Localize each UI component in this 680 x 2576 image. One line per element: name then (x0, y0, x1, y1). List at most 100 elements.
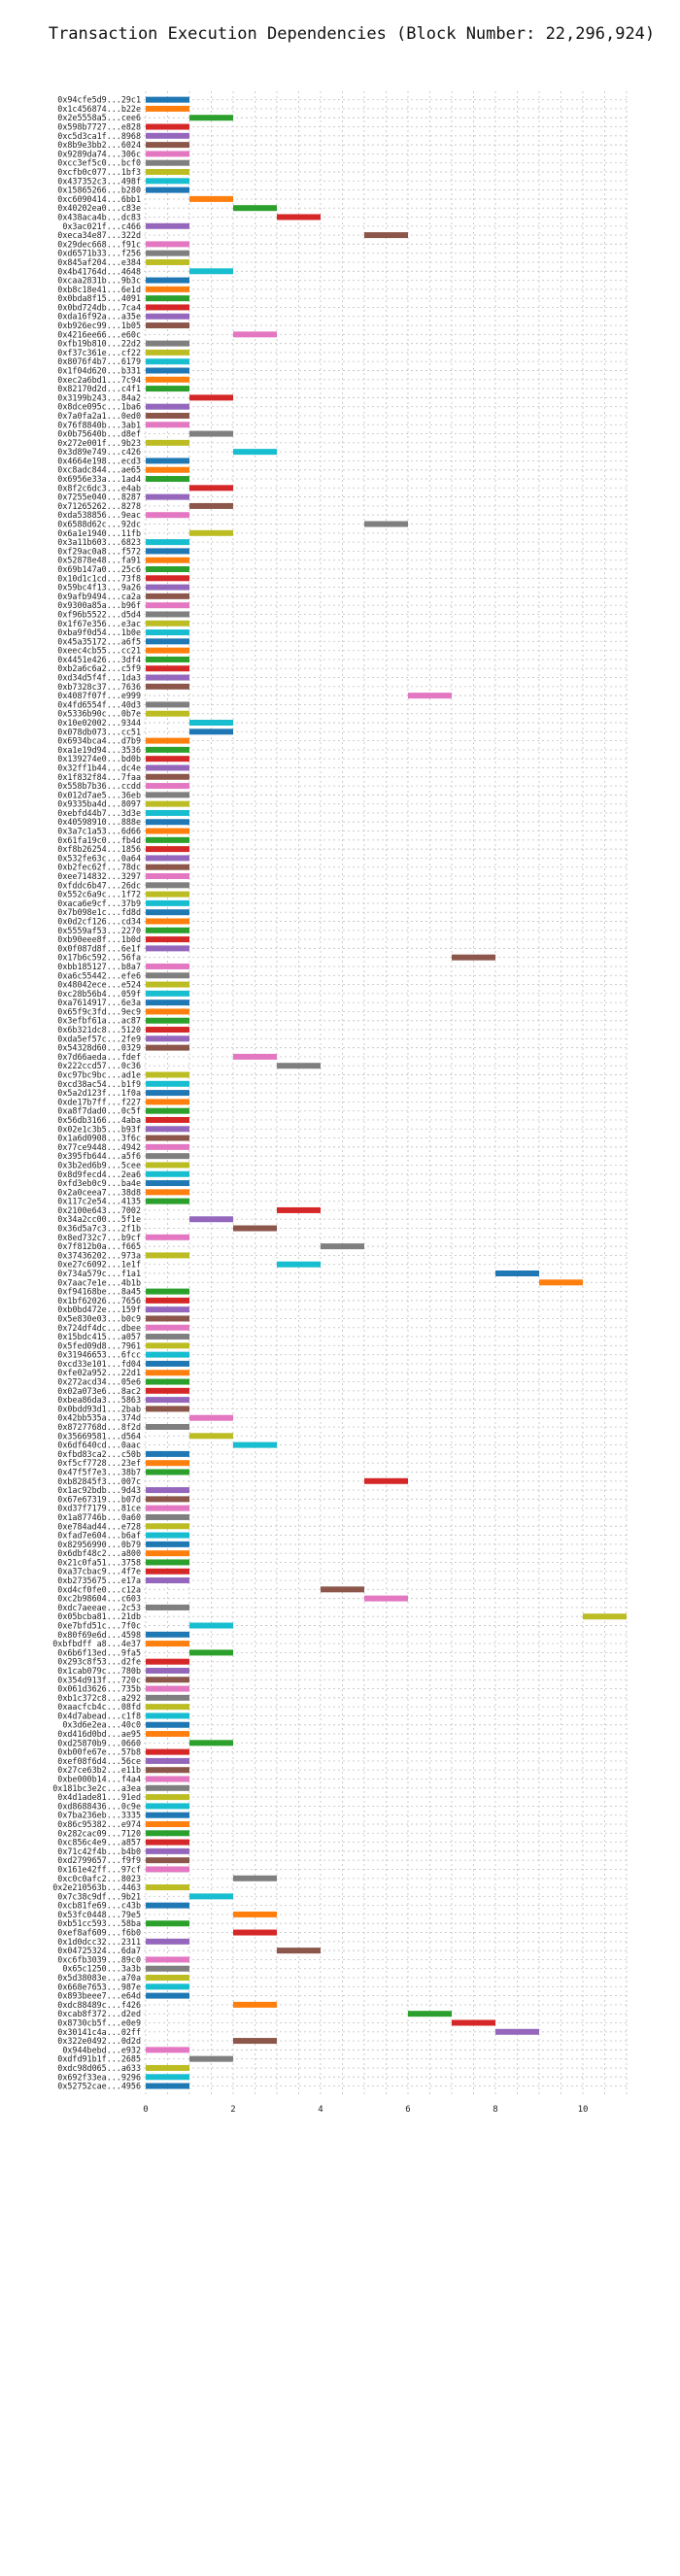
y-tick-label: 0x29dec668...f91c (57, 239, 141, 249)
y-tick-label: 0x59bc4f13...9a26 (57, 583, 141, 593)
y-tick-label: 0x7c38c9df...9b21 (57, 1891, 141, 1901)
y-tick-label: 0x558b7b36...ccdd (57, 781, 141, 791)
dependency-bar (233, 2001, 277, 2008)
y-tick-label: 0x6b6f13ed...9fa5 (57, 1647, 141, 1657)
y-tick-label: 0x532fe63c...0a64 (57, 853, 141, 863)
y-tick-label: 0xd25870b9...0660 (57, 1738, 141, 1747)
y-tick-label: 0xe784ad44...e728 (57, 1521, 141, 1531)
y-tick-label: 0x272e001f...9b23 (57, 438, 141, 448)
y-tick-label: 0x27ce63b2...e11b (57, 1765, 141, 1775)
y-tick-label: 0x0d2cf126...cd34 (57, 916, 141, 926)
y-tick-label: 0x117c2e54...4135 (57, 1197, 141, 1206)
y-tick-label: 0xa7614917...6e3a (57, 998, 141, 1007)
y-tick-label: 0x1a87746b...0a60 (57, 1512, 141, 1522)
dependency-bar (146, 178, 189, 185)
y-tick-label: 0x893beee7...e64d (57, 1991, 141, 2001)
y-tick-label: 0x8076f4b7...6179 (57, 356, 141, 366)
y-tick-label: 0x061d3626...735b (57, 1684, 141, 1694)
dependency-bar (146, 1523, 189, 1530)
dependency-bar (146, 584, 189, 591)
dependency-bar (146, 2074, 189, 2081)
y-tick-label: 0xd8688436...0c9e (57, 1801, 141, 1811)
y-tick-label: 0xef08f6d4...56ce (57, 1756, 141, 1766)
y-tick-label: 0x222ccd57...0c36 (57, 1061, 141, 1070)
y-tick-label: 0xdfd91b1f...2685 (57, 2054, 141, 2064)
y-tick-label: 0x3a7c1a53...6d66 (57, 827, 141, 836)
y-tick-label: 0xc856c4e9...a857 (57, 1838, 141, 1847)
y-tick-label: 0xe27c6092...1e1f (57, 1260, 141, 1270)
x-tick-labels: 0 2 4 6 8 10 (143, 2105, 588, 2115)
y-tick-label: 0xc28b56b4...059f (57, 989, 141, 999)
y-tick-label: 0x8f2c6dc3...e4ab (57, 483, 141, 492)
y-tick-label: 0x6df640cd...0aac (57, 1441, 141, 1450)
dependency-bar (146, 1685, 189, 1692)
dependency-bar (189, 195, 233, 202)
dependency-bar (146, 1550, 189, 1557)
dependency-bar (146, 963, 189, 969)
dependency-bar (146, 1378, 189, 1385)
y-tick-label: 0x21c0fa51...3758 (57, 1557, 141, 1567)
y-tick-label: 0x012d7ae5...36eb (57, 790, 141, 799)
y-tick-label: 0x282cac09...7120 (57, 1828, 141, 1838)
dependency-bar (146, 1334, 189, 1340)
dependency-bar (146, 819, 189, 826)
dependency-bar (233, 1911, 277, 1917)
y-tick-label: 0x53fc0448...79e5 (57, 1910, 141, 1919)
y-tick-label: 0xbfbdff a8...4e37 (52, 1639, 141, 1648)
y-tick-label: 0xcc3ef5c0...bcf0 (57, 158, 141, 168)
dependency-bar (146, 1469, 189, 1475)
dependency-bar (146, 557, 189, 563)
dependency-bar (146, 1342, 189, 1349)
dependency-bar (146, 1360, 189, 1367)
dependency-bar (146, 186, 189, 193)
y-tick-label: 0xda16f92a...a35e (57, 312, 141, 322)
y-tick-label: 0x4664e198...ecd3 (57, 456, 141, 465)
dependency-bar (146, 1784, 189, 1791)
dependency-bar (146, 1757, 189, 1764)
y-tick-label: 0xfad7e604...b6af (57, 1531, 141, 1541)
dependency-bar (146, 1170, 189, 1177)
y-tick-label: 0x1bf62026...7656 (57, 1296, 141, 1305)
dependency-bar (277, 1063, 321, 1069)
dependency-bar (146, 981, 189, 988)
dependency-bar (146, 746, 189, 753)
y-tick-label: 0x3b2ed6b9...5cee (57, 1160, 141, 1169)
dependency-bar (146, 539, 189, 546)
y-tick-label: 0xaacfcb4c...08fd (57, 1702, 141, 1712)
y-tick-label: 0x1a6d0908...3f6c (57, 1134, 141, 1143)
y-tick-label: 0x7d66aeda...fdef (57, 1052, 141, 1062)
y-tick-label: 0x10e02002...9344 (57, 718, 141, 728)
dependency-bar (146, 927, 189, 933)
y-tick-label: 0x05bcba81...21db (57, 1611, 141, 1621)
dependency-bar (189, 720, 233, 727)
dependency-bar (233, 1929, 277, 1936)
dependency-bar (146, 1803, 189, 1810)
dependency-bar (146, 241, 189, 248)
dependency-bar (146, 602, 189, 609)
y-tick-label: 0x15865266...b280 (57, 186, 141, 195)
dependency-bar (452, 954, 495, 961)
x-tick-label: 10 (578, 2105, 589, 2115)
y-tick-label: 0xba9f0d54...1b0e (57, 627, 141, 637)
y-tick-label: 0x36d5a7c3...2f1b (57, 1224, 141, 1234)
dependency-bar (146, 828, 189, 834)
dependency-bar (146, 1731, 189, 1738)
dependency-bar (146, 792, 189, 798)
dependency-bar (146, 1812, 189, 1818)
y-tick-label: 0x9335ba4d...8097 (57, 799, 141, 809)
y-tick-label: 0x94cfe5d9...29c1 (57, 95, 141, 105)
dependency-bar (146, 1956, 189, 1963)
y-tick-label: 0xd6571b33...f256 (57, 249, 141, 258)
dependency-bar (189, 115, 233, 121)
y-tick-label: 0x0bd724db...7ca4 (57, 302, 141, 312)
y-tick-label: 0xfd3eb0c9...ba4e (57, 1178, 141, 1188)
dependency-bar (146, 783, 189, 790)
dependency-bar (146, 422, 189, 428)
dependency-bar (364, 521, 408, 527)
y-tick-label: 0x3d6e2ea...40c0 (62, 1720, 141, 1730)
dependency-bar (233, 205, 277, 212)
y-tick-label: 0x82170d2d...c4f1 (57, 384, 141, 393)
dependency-bar (146, 403, 189, 410)
y-tick-label: 0xda538856...9eac (57, 510, 141, 520)
y-tick-label: 0xc5d3ca1f...8968 (57, 131, 141, 141)
